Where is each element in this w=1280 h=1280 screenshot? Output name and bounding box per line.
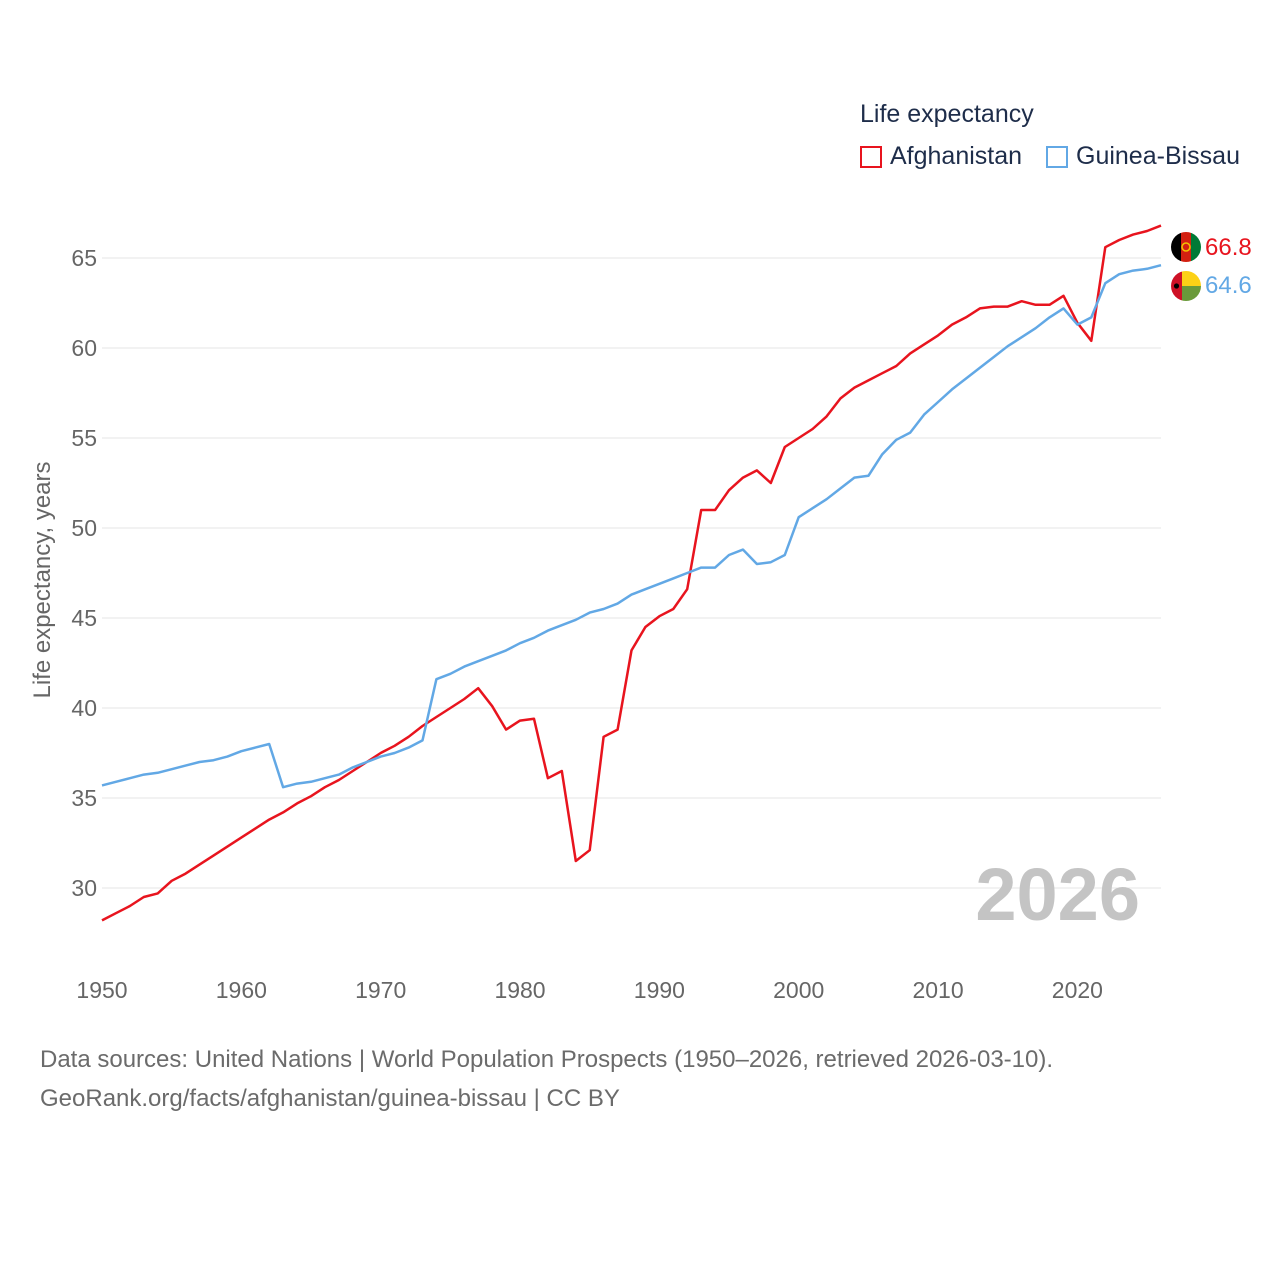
- y-tick-label-40: 40: [71, 695, 97, 721]
- footer-link[interactable]: GeoRank.org/facts/afghanistan/guinea-bis…: [40, 1085, 620, 1112]
- legend-label-afghanistan: Afghanistan: [890, 142, 1023, 170]
- x-tick-label-2020: 2020: [1052, 977, 1103, 1003]
- x-tick-label-2010: 2010: [912, 977, 963, 1003]
- y-tick-label-45: 45: [71, 605, 97, 631]
- legend-title: Life expectancy: [860, 100, 1034, 128]
- afghanistan-flag-icon: [1171, 232, 1201, 262]
- series-line-guinea-bissau[interactable]: [101, 263, 1162, 789]
- legend-swatch-guinea-bissau: [1046, 145, 1068, 168]
- guinea-bissau-flag-icon: [1171, 271, 1201, 301]
- x-tick-label-1990: 1990: [634, 977, 685, 1003]
- afghanistan-end-value: 66.8: [1205, 234, 1252, 261]
- y-tick-label-30: 30: [71, 875, 97, 901]
- x-tick-label-1950: 1950: [76, 977, 127, 1003]
- x-tick-label-1960: 1960: [216, 977, 267, 1003]
- y-tick-label-60: 60: [71, 335, 97, 361]
- x-tick-label-1970: 1970: [355, 977, 406, 1003]
- legend-item-guinea-bissau[interactable]: Guinea-Bissau: [1046, 142, 1240, 171]
- series-line-afghanistan[interactable]: [101, 224, 1162, 922]
- footer-sources: Data sources: United Nations | World Pop…: [40, 1046, 1054, 1073]
- x-tick-label-1980: 1980: [494, 977, 545, 1003]
- y-tick-label-35: 35: [71, 785, 97, 811]
- y-axis-title: Life expectancy, years: [29, 461, 56, 698]
- legend-item-afghanistan[interactable]: Afghanistan: [860, 142, 1022, 171]
- guinea-bissau-end-value: 64.6: [1205, 272, 1252, 299]
- line-chart: 30 35 40 45 50 55 60 65 1950 1960 1970 1980 1990 2000…: [29, 224, 1252, 1003]
- y-tick-label-55: 55: [71, 425, 97, 451]
- y-tick-label-50: 50: [71, 515, 97, 541]
- legend-swatch-afghanistan: [860, 145, 882, 168]
- y-tick-label-65: 65: [71, 245, 97, 271]
- x-tick-label-2000: 2000: [773, 977, 824, 1003]
- legend-label-guinea-bissau: Guinea-Bissau: [1076, 142, 1240, 170]
- year-watermark: 2026: [975, 853, 1140, 936]
